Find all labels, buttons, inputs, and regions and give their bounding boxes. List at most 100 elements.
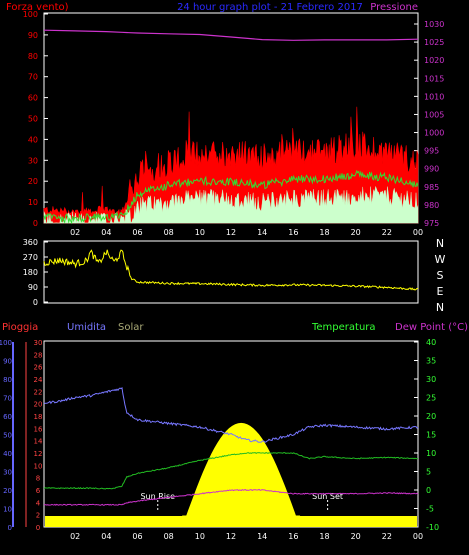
rain-tick-label-80: 80 — [3, 376, 12, 384]
temp-tick-label-35: 35 — [426, 357, 436, 366]
wind-dir-label-4: N — [436, 301, 444, 314]
top-xtick-label-10: 10 — [195, 228, 205, 237]
top-ytick-label-70: 70 — [28, 73, 38, 82]
hum-tick-label-10: 10 — [34, 462, 43, 470]
temp-tick-label-10: 10 — [426, 449, 436, 458]
top-xtick-label-08: 08 — [164, 228, 174, 237]
wind-plot-frame — [43, 240, 419, 304]
series-pressure — [43, 29, 419, 41]
bottom-xtick-label-10: 10 — [195, 532, 205, 541]
rain-tick-label-60: 60 — [3, 413, 12, 421]
rain-tick-label-10: 10 — [3, 506, 12, 514]
series-wind-min — [43, 185, 419, 224]
series-humidity — [43, 386, 419, 443]
top-y2tick-label-980: 980 — [424, 201, 439, 210]
wind-dir-label-2: S — [437, 269, 444, 282]
hum-tick-label-30: 30 — [34, 339, 43, 347]
legend-dewpoint: Dew Point (°C) — [395, 322, 468, 333]
temp-tick-label--5: -5 — [426, 505, 434, 514]
legend-pioggia: Pioggia — [2, 322, 38, 333]
hum-tick-label-28: 28 — [34, 351, 43, 359]
temp-tick-label-15: 15 — [426, 431, 436, 440]
series-temperature — [43, 452, 418, 490]
top-ytick-label-10: 10 — [28, 198, 38, 207]
top-y2tick-label-985: 985 — [424, 183, 439, 192]
bottom-xtick-label-18: 18 — [319, 532, 329, 541]
bottom-xtick-label-16: 16 — [288, 532, 298, 541]
top-xtick-label-12: 12 — [226, 228, 236, 237]
bottom-panel: Pioggia Umidita Solar Temperatura Dew Point … — [0, 322, 468, 541]
legend-solar: Solar — [118, 322, 144, 333]
top-xtick-label-00: 00 — [413, 228, 423, 237]
top-y2tick-label-1005: 1005 — [424, 110, 444, 119]
top-xtick-label-04: 04 — [101, 228, 111, 237]
hum-tick-label-4: 4 — [36, 499, 41, 507]
temp-tick-label--10: -10 — [426, 523, 439, 532]
top-xtick-label-06: 06 — [132, 228, 142, 237]
top-xtick-label-20: 20 — [351, 228, 361, 237]
top-xtick-label-02: 02 — [70, 228, 80, 237]
top-y2tick-label-1015: 1015 — [424, 74, 444, 83]
top-y2tick-label-995: 995 — [424, 147, 439, 156]
hum-tick-label-0: 0 — [36, 524, 40, 532]
hum-tick-label-20: 20 — [34, 401, 43, 409]
top-y2tick-label-975: 975 — [424, 219, 439, 228]
rain-tick-label-50: 50 — [3, 432, 12, 440]
temp-tick-label-5: 5 — [426, 468, 431, 477]
bottom-xtick-label-08: 08 — [164, 532, 174, 541]
bottom-xtick-label-04: 04 — [101, 532, 111, 541]
hum-tick-label-22: 22 — [34, 388, 43, 396]
bottom-xtick-label-02: 02 — [70, 532, 80, 541]
rain-tick-label-100: 100 — [0, 339, 12, 347]
top-center-label: 24 hour graph plot - 21 Febrero 2017 — [177, 2, 363, 13]
hum-tick-label-14: 14 — [34, 438, 43, 446]
bottom-xtick-label-12: 12 — [226, 532, 236, 541]
top-left-label: Forza vento) — [6, 2, 69, 13]
top-ytick-label-90: 90 — [28, 31, 38, 40]
legend-temperatura: Temperatura — [311, 322, 376, 333]
wind-ytick-label-270: 270 — [23, 253, 38, 262]
top-y2tick-label-1010: 1010 — [424, 92, 444, 101]
wind-dir-label-3: E — [437, 285, 444, 298]
top-y2tick-label-1000: 1000 — [424, 129, 444, 138]
temp-tick-label-0: 0 — [426, 486, 431, 495]
rain-tick-label-40: 40 — [3, 450, 12, 458]
wind-dir-label-1: W — [435, 253, 446, 266]
wind-ytick-label-90: 90 — [28, 283, 38, 292]
rain-tick-label-70: 70 — [3, 395, 12, 403]
hum-tick-label-18: 18 — [34, 413, 43, 421]
wind-ytick-label-180: 180 — [23, 268, 38, 277]
temp-tick-label-25: 25 — [426, 394, 436, 403]
hum-tick-label-12: 12 — [34, 450, 43, 458]
top-ytick-label-0: 0 — [33, 219, 38, 228]
hum-tick-label-16: 16 — [34, 425, 43, 433]
top-y2tick-label-1025: 1025 — [424, 38, 444, 47]
hum-tick-label-24: 24 — [34, 376, 43, 384]
top-ytick-label-80: 80 — [28, 52, 38, 61]
top-ytick-label-50: 50 — [28, 115, 38, 124]
wind-ytick-label-0: 0 — [33, 298, 38, 307]
series-dewpoint — [43, 488, 419, 506]
wind-ytick-label-360: 360 — [23, 238, 38, 247]
hum-tick-label-6: 6 — [36, 487, 41, 495]
temp-tick-label-20: 20 — [426, 412, 436, 421]
sun-rise-label: Sun Rise — [140, 492, 175, 501]
series-wind-avg — [43, 169, 419, 225]
top-y2tick-label-1020: 1020 — [424, 56, 444, 65]
rain-tick-label-20: 20 — [3, 487, 12, 495]
top-ytick-label-100: 100 — [23, 10, 38, 19]
top-xtick-label-22: 22 — [382, 228, 392, 237]
temp-tick-label-40: 40 — [426, 338, 436, 347]
top-ytick-label-30: 30 — [28, 156, 38, 165]
rain-tick-label-30: 30 — [3, 469, 12, 477]
rain-tick-label-0: 0 — [8, 524, 12, 532]
bottom-xtick-label-06: 06 — [132, 532, 142, 541]
legend-umidita: Umidita — [67, 322, 106, 333]
top-xtick-label-16: 16 — [288, 228, 298, 237]
top-xtick-label-14: 14 — [257, 228, 267, 237]
top-y2tick-label-1030: 1030 — [424, 20, 444, 29]
top-y2tick-label-990: 990 — [424, 165, 439, 174]
bottom-xtick-label-20: 20 — [351, 532, 361, 541]
